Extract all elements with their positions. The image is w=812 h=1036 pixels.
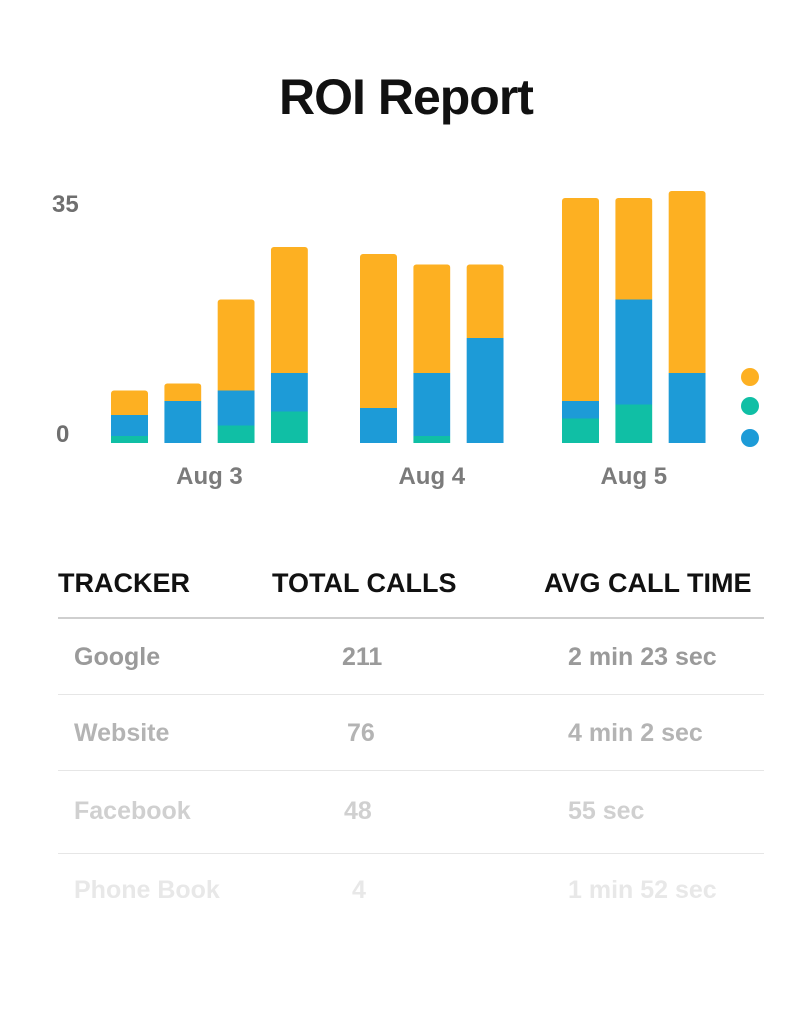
bar-segment-teal (615, 404, 653, 443)
y-tick-zero: 0 (56, 421, 69, 448)
x-tick-label: Aug 3 (176, 463, 243, 490)
stacked-bar (413, 264, 451, 443)
bar-segment-blue (360, 408, 397, 443)
legend-dot-orange (741, 368, 759, 386)
bar-segment-orange (466, 264, 504, 338)
bar-segment-teal (270, 411, 308, 443)
legend-dot-blue (741, 429, 759, 447)
bar-segment-orange (360, 254, 397, 408)
stacked-bar (217, 299, 255, 443)
bar-segment-orange (615, 198, 653, 300)
bar-segment-teal (111, 436, 148, 443)
bars-layer (111, 191, 706, 443)
stacked-bar (466, 264, 504, 443)
stacked-bar (615, 198, 653, 443)
cell-tracker: Facebook (74, 797, 191, 825)
stacked-bar (668, 191, 706, 443)
cell-tracker: Google (74, 643, 161, 671)
bar-segment-blue (111, 415, 148, 436)
cell-time: 4 min 2 sec (568, 719, 703, 747)
header-total-calls: TOTAL CALLS (272, 568, 457, 598)
table-row[interactable]: Google 211 2 min 23 sec (58, 619, 764, 695)
cell-calls: 211 (342, 643, 383, 671)
table-header: TRACKER TOTAL CALLS AVG CALL TIME (58, 560, 764, 619)
stacked-bar (360, 254, 397, 443)
bar-segment-blue (668, 373, 706, 443)
header-avg-call-time: AVG CALL TIME (544, 568, 752, 598)
bar-segment-orange (111, 390, 148, 415)
table-row[interactable]: Facebook 48 55 sec (58, 771, 764, 854)
bar-segment-blue (413, 373, 451, 436)
table-row[interactable]: Website 76 4 min 2 sec (58, 695, 764, 771)
cell-tracker: Phone Book (74, 876, 220, 904)
bar-segment-blue (615, 299, 653, 405)
bar-segment-orange (562, 198, 599, 401)
page-title: ROI Report (279, 69, 534, 125)
bar-segment-orange (164, 383, 202, 401)
stacked-bar (562, 198, 599, 443)
cell-calls: 48 (344, 797, 372, 825)
legend (741, 368, 759, 447)
cell-calls: 4 (352, 876, 366, 904)
tracker-table: TRACKER TOTAL CALLS AVG CALL TIME Google… (58, 560, 764, 928)
cell-calls: 76 (347, 719, 375, 747)
bar-segment-blue (217, 390, 255, 426)
x-tick-label: Aug 4 (398, 463, 465, 490)
roi-stacked-bar-chart: 35 0 Aug 3 Aug 4 Aug 5 (52, 191, 759, 490)
cell-time: 55 sec (568, 797, 645, 825)
bar-segment-blue (270, 373, 308, 412)
y-tick-max: 35 (52, 191, 79, 218)
bar-segment-teal (217, 425, 255, 443)
cell-time: 1 min 52 sec (568, 876, 717, 904)
table-row[interactable]: Phone Book 4 1 min 52 sec (58, 854, 764, 928)
stacked-bar (164, 383, 202, 443)
bar-segment-orange (270, 247, 308, 373)
cell-tracker: Website (74, 719, 170, 747)
bar-segment-teal (562, 418, 599, 443)
cell-time: 2 min 23 sec (568, 643, 717, 671)
stacked-bar (111, 390, 148, 443)
bar-segment-blue (562, 401, 599, 419)
bar-segment-teal (413, 436, 451, 443)
bar-segment-blue (466, 338, 504, 443)
header-tracker: TRACKER (58, 568, 190, 598)
legend-dot-teal (741, 397, 759, 415)
x-tick-label: Aug 5 (600, 463, 667, 490)
bar-segment-orange (217, 299, 255, 391)
bar-segment-orange (413, 264, 451, 373)
bar-segment-blue (164, 401, 202, 443)
bar-segment-orange (668, 191, 706, 373)
stacked-bar (270, 247, 308, 443)
